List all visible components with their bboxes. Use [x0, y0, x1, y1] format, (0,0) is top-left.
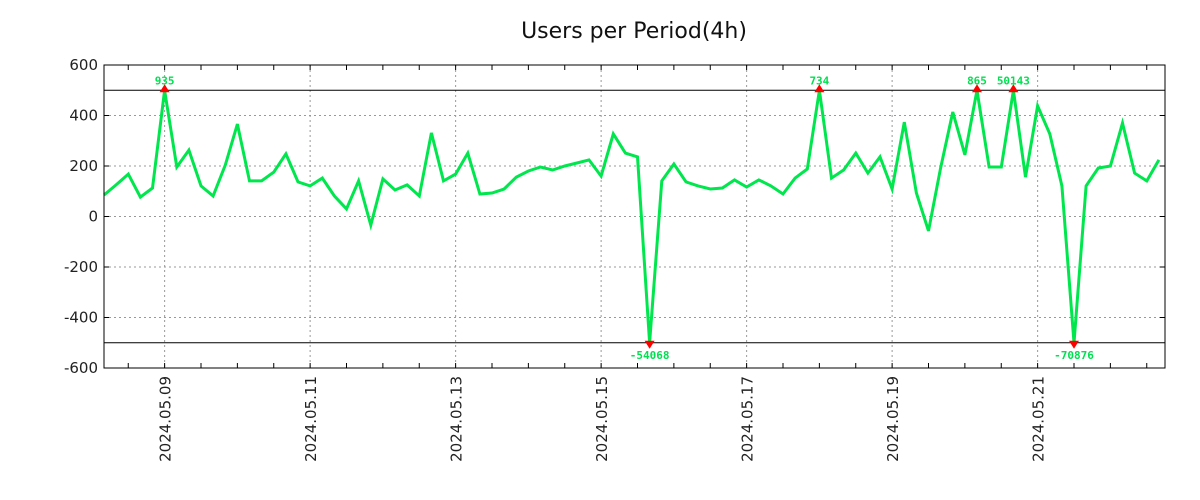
x-tick-label: 2024.05.15 [593, 376, 611, 462]
trough-label: -54068 [630, 349, 670, 362]
peak-marker-up [1008, 84, 1019, 93]
peak-marker-up [814, 84, 825, 93]
axes: 600 400 200 0 -200 -400 -600 2024.05.09 2024.05.… [64, 56, 1165, 462]
series-line-users [103, 90, 1161, 343]
series-layer: 935 -54068 734 865 50143 -70876 [103, 74, 1161, 362]
y-tick-label: 0 [88, 208, 98, 226]
peak-marker-up [972, 84, 982, 93]
grid [104, 65, 1165, 368]
peak-label: 865 [967, 74, 987, 87]
y-tick-label: 600 [69, 56, 98, 74]
y-tick-label: -200 [64, 258, 98, 276]
y-tick-label: 400 [69, 107, 98, 125]
x-tick-label: 2024.05.17 [739, 376, 757, 462]
x-tick-label: 2024.05.11 [302, 376, 320, 462]
peak-label: 734 [809, 74, 829, 87]
peak-marker-down [644, 340, 655, 349]
x-tick-label: 2024.05.13 [448, 376, 466, 462]
peak-label: 935 [155, 74, 175, 87]
y-tick-label: -600 [64, 359, 98, 377]
peak-label: 50143 [997, 74, 1030, 87]
x-tick-label: 2024.05.21 [1030, 376, 1048, 462]
x-tick-label: 2024.05.09 [157, 376, 175, 462]
peak-marker-down [1069, 340, 1079, 349]
x-tick-label: 2024.05.19 [884, 376, 902, 462]
peak-marker-up [159, 84, 170, 93]
trough-label: -70876 [1054, 349, 1094, 362]
y-tick-label: -400 [64, 309, 98, 327]
y-tick-label: 200 [69, 157, 98, 175]
chart-title: Users per Period(4h) [521, 19, 747, 44]
